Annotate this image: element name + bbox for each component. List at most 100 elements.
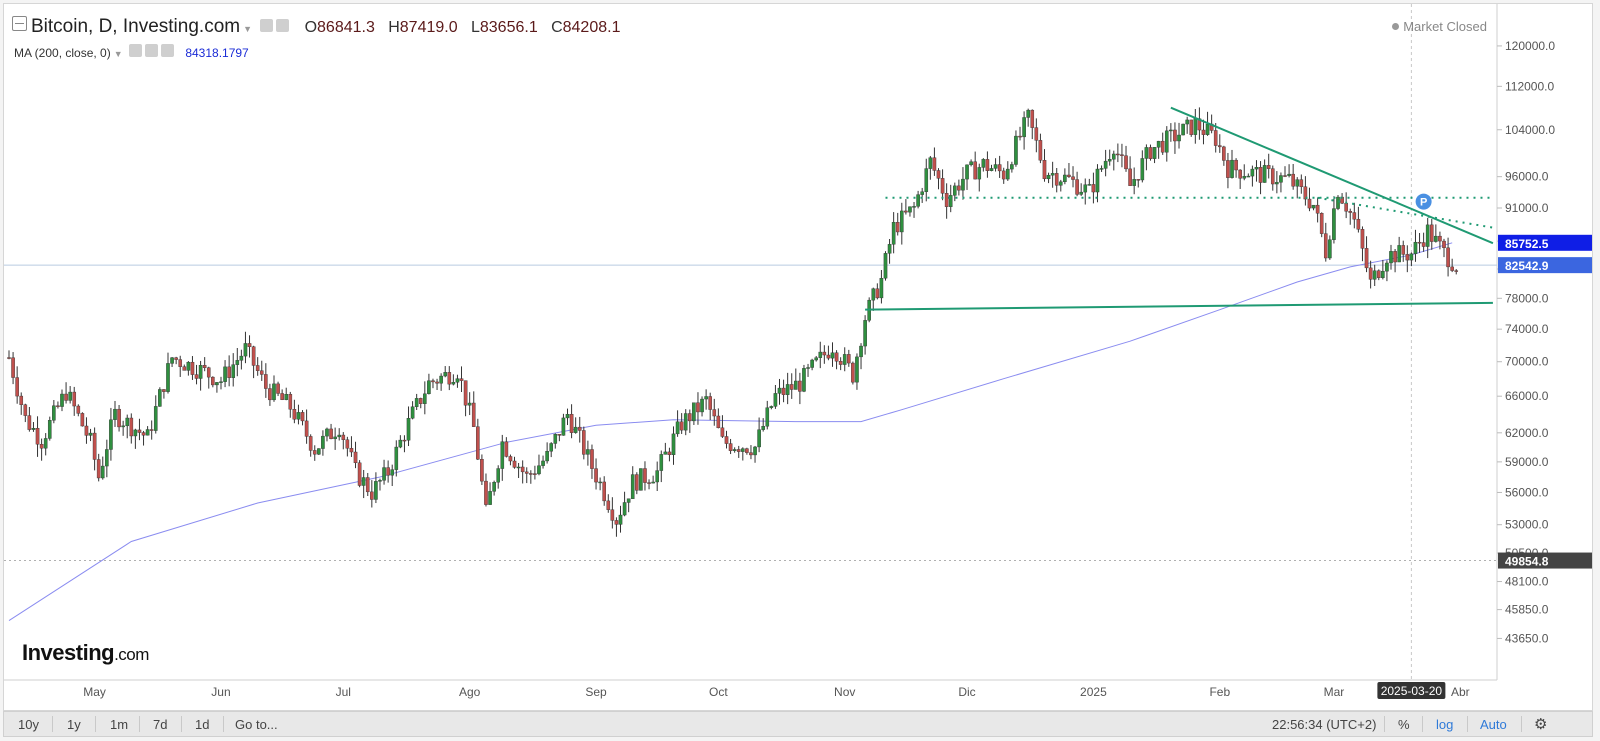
range-1y-button[interactable]: 1y: [67, 717, 81, 732]
chevron-down-icon[interactable]: ▼: [113, 49, 123, 59]
range-1m-button[interactable]: 1m: [110, 717, 129, 732]
y-tick-label: 104000.0: [1505, 123, 1555, 137]
candle-body: [1413, 241, 1418, 255]
divider: [181, 716, 182, 732]
candle-body: [1079, 191, 1083, 195]
candle-body: [259, 370, 264, 375]
candle-body: [76, 405, 81, 414]
ma-label: MA (200, close, 0): [14, 46, 111, 60]
candle-body: [712, 409, 717, 417]
x-tick-label: Mar: [1324, 685, 1345, 699]
y-tick-label: 66000.0: [1505, 389, 1549, 403]
candle-body: [822, 351, 827, 356]
logo-suffix: .com: [114, 645, 149, 664]
candle-body: [153, 406, 158, 431]
candle-body: [1242, 176, 1247, 179]
range-10y-button[interactable]: 10y: [18, 717, 39, 732]
chart-panel[interactable]: 120000.0 112000.0 104000.0 96000.0 91000.0 86…: [3, 3, 1593, 711]
candle-body: [1058, 181, 1063, 186]
divider: [1467, 716, 1468, 732]
candle-body: [573, 426, 578, 433]
auto-toggle[interactable]: Auto: [1480, 717, 1507, 732]
price-chart[interactable]: 120000.0 112000.0 104000.0 96000.0 91000.0 86…: [4, 4, 1594, 712]
candle-body: [206, 367, 211, 378]
candle-body: [215, 382, 219, 386]
candle-body: [239, 355, 244, 361]
candle-body: [541, 460, 545, 466]
y-tick-label: 62000.0: [1505, 426, 1549, 440]
candle-body: [1107, 158, 1112, 162]
divider: [1521, 716, 1522, 732]
candle-body: [117, 408, 121, 428]
candle-body: [1299, 179, 1304, 187]
candle-body: [255, 365, 260, 371]
candle-body: [688, 413, 692, 422]
close-icon[interactable]: [160, 44, 174, 57]
ma-line: [8, 242, 1453, 622]
candle-body: [818, 351, 823, 358]
candle-body: [618, 514, 623, 525]
candle-body: [900, 210, 904, 233]
eye-icon[interactable]: [128, 44, 142, 57]
candle-body: [1067, 174, 1071, 177]
percent-toggle[interactable]: %: [1398, 717, 1410, 732]
candle-body: [223, 366, 227, 382]
p-marker: [1415, 193, 1432, 210]
candle-body: [333, 436, 337, 440]
candle-body: [304, 420, 309, 437]
candle-body: [879, 278, 884, 299]
candle-body: [1405, 254, 1410, 261]
candle-body: [353, 451, 358, 464]
candle-body: [561, 417, 566, 436]
y-tick-label: 78000.0: [1505, 291, 1549, 305]
candle-body: [1454, 270, 1459, 272]
candle-body: [1156, 140, 1161, 148]
candle-body: [15, 377, 19, 397]
candle-body: [1063, 174, 1067, 183]
trendline: [865, 301, 1493, 311]
goto-button[interactable]: Go to...: [235, 717, 278, 732]
candle-body: [402, 439, 407, 442]
candle-body: [1026, 109, 1030, 118]
divider: [1422, 716, 1423, 732]
gear-icon[interactable]: [276, 19, 290, 32]
log-toggle[interactable]: log: [1436, 717, 1454, 732]
candle-body: [105, 449, 109, 467]
candle-body: [1303, 186, 1308, 200]
candle-body: [365, 477, 370, 493]
chevron-down-icon[interactable]: ▼: [243, 24, 253, 34]
candle-body: [1434, 235, 1438, 242]
candle-body: [1307, 198, 1312, 209]
y-tick-label: 96000.0: [1505, 170, 1549, 184]
eye-icon[interactable]: [260, 19, 274, 32]
candle-body: [125, 417, 130, 427]
candle-body: [370, 491, 374, 500]
candle-body: [969, 161, 973, 166]
candle-body: [696, 402, 700, 413]
candle-body: [1270, 168, 1275, 185]
candle-body: [529, 473, 533, 475]
candle-body: [296, 412, 301, 420]
candle-body: [643, 468, 647, 483]
candle-body: [904, 210, 908, 213]
p-marker-label: P: [1420, 197, 1427, 209]
gear-icon[interactable]: ⚙: [1534, 716, 1548, 733]
y-tick-label: 120000.0: [1505, 39, 1555, 53]
range-1d-button[interactable]: 1d: [195, 717, 210, 732]
collapse-icon[interactable]: [12, 16, 27, 31]
candle-body: [916, 194, 920, 207]
y-tick-label: 43650.0: [1505, 631, 1549, 645]
chart-header: Bitcoin, D, Investing.com ▼ O86841.3 H874…: [12, 16, 620, 38]
clock: 22:56:34 (UTC+2): [1272, 717, 1377, 732]
gear-icon[interactable]: [144, 44, 158, 57]
candle-body: [1050, 173, 1055, 176]
candle-body: [1144, 147, 1149, 159]
candle-body: [565, 414, 570, 419]
range-7d-button[interactable]: 7d: [153, 717, 168, 732]
candle-body: [31, 428, 36, 430]
candle-body: [993, 164, 998, 169]
candle-body: [675, 421, 680, 435]
candle-body: [1234, 159, 1238, 171]
candle-body: [520, 466, 525, 473]
candle-body: [317, 448, 321, 455]
